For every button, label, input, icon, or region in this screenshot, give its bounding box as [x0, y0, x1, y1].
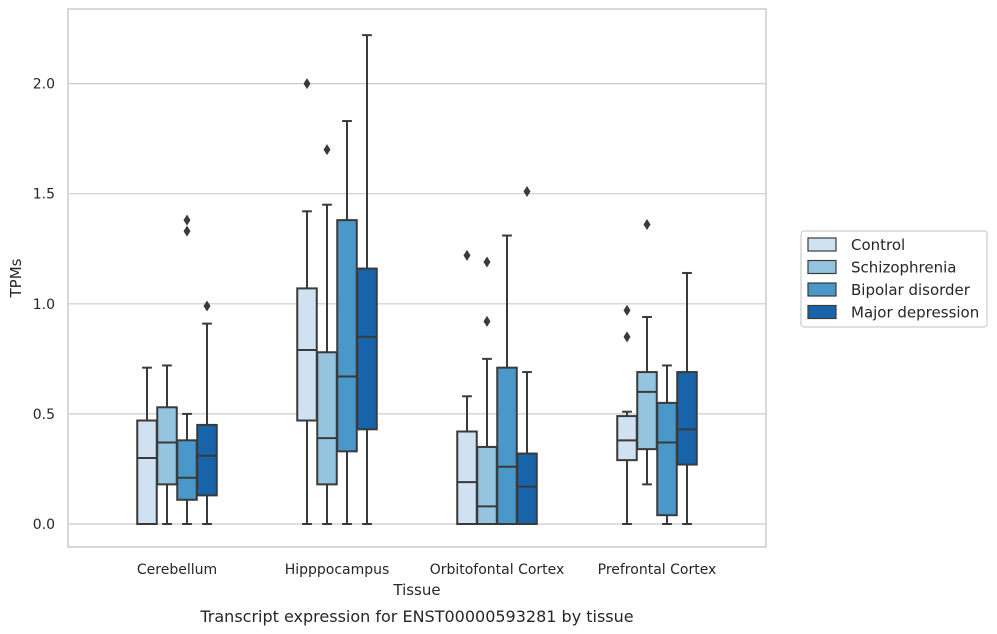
y-tick-labels: 0.0 0.5 1.0 1.5 2.0 — [33, 77, 55, 533]
legend-label: Major depression — [851, 304, 979, 322]
box-3-1 — [636, 219, 658, 486]
legend-swatch — [807, 237, 837, 252]
box-body — [316, 351, 338, 486]
outlier-point — [623, 331, 631, 343]
box-3-2 — [656, 364, 678, 525]
legend-swatch — [807, 259, 837, 275]
legend-swatch — [807, 282, 837, 297]
box-2-0 — [456, 249, 478, 525]
legend-label: Bipolar disorder — [851, 281, 971, 299]
chart-caption: Transcript expression for ENST0000059328… — [199, 607, 633, 626]
legend-swatch — [807, 304, 837, 320]
outlier-point — [203, 300, 211, 312]
x-tick-label: Prefrontal Cortex — [598, 562, 717, 578]
legend: Control Schizophrenia Bipolar disorder Majo… — [800, 230, 988, 328]
box-0-3 — [196, 300, 218, 525]
box-1-0 — [296, 78, 318, 525]
box-0-1 — [156, 364, 178, 525]
legend-frame — [800, 230, 988, 328]
box-body — [296, 287, 318, 422]
box-body — [336, 219, 358, 453]
box-body — [676, 371, 698, 466]
box-2-2 — [496, 234, 518, 525]
box-body — [496, 366, 518, 525]
box-body — [516, 452, 538, 526]
outlier-point — [183, 225, 191, 237]
x-tick-label: Cerebellum — [137, 562, 217, 578]
boxes — [136, 34, 698, 526]
y-tick-label: 1.5 — [33, 187, 55, 203]
box-body — [176, 439, 198, 501]
y-tick-label: 0.5 — [33, 407, 55, 423]
box-body — [456, 430, 478, 525]
box-body — [136, 419, 158, 526]
y-tick-label: 0.0 — [33, 517, 55, 533]
box-body — [156, 406, 178, 486]
x-tick-label: Hipppocampus — [285, 562, 390, 578]
box-body — [636, 371, 658, 451]
plot-frame — [67, 8, 767, 548]
outlier-point — [183, 214, 191, 226]
box-body — [196, 423, 218, 497]
legend-label: Schizophrenia — [851, 259, 956, 277]
box-body — [616, 415, 638, 462]
box-body — [476, 445, 498, 525]
outlier-point — [643, 219, 651, 231]
box-1-3 — [356, 34, 378, 525]
box-2-3 — [516, 185, 538, 526]
outlier-point — [303, 78, 311, 90]
outlier-point — [523, 185, 531, 197]
box-1-2 — [336, 120, 358, 525]
y-tick-label: 1.0 — [33, 297, 55, 313]
box-2-1 — [476, 256, 498, 525]
box-0-2 — [176, 214, 198, 525]
outlier-point — [623, 304, 631, 316]
outlier-point — [323, 144, 331, 156]
outlier-point — [463, 249, 471, 261]
y-tick-label: 2.0 — [33, 77, 55, 93]
x-axis-label: Tissue — [392, 581, 440, 599]
box-1-1 — [316, 144, 338, 525]
legend-label: Control — [851, 236, 905, 254]
outlier-point — [483, 315, 491, 327]
box-0-0 — [136, 366, 158, 526]
x-tick-label: Orbitofontal Cortex — [430, 562, 565, 578]
box-body — [356, 267, 378, 431]
outlier-point — [483, 256, 491, 268]
box-body — [656, 401, 678, 517]
y-axis-label: TPMs — [7, 258, 25, 298]
x-tick-labels: Cerebellum Hipppocampus Orbitofontal Corte… — [137, 562, 716, 578]
box-3-3 — [676, 271, 698, 525]
